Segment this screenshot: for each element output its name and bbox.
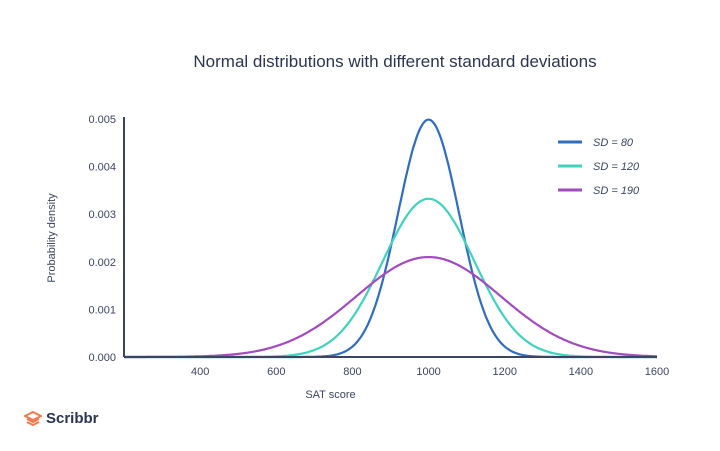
x-tick-label: 400 bbox=[191, 366, 209, 378]
y-tick-label: 0.001 bbox=[88, 304, 116, 316]
legend-label-80: SD = 80 bbox=[593, 137, 634, 149]
y-tick-label: 0.000 bbox=[88, 352, 116, 364]
y-axis-label: Probability density bbox=[46, 193, 58, 283]
x-tick-label: 1400 bbox=[569, 366, 593, 378]
x-tick-label: 1200 bbox=[492, 366, 516, 378]
y-tick-label: 0.003 bbox=[88, 209, 116, 221]
chart-title: Normal distributions with different stan… bbox=[193, 52, 597, 71]
series-line-80 bbox=[124, 118, 657, 359]
y-tick-label: 0.002 bbox=[88, 257, 116, 269]
x-axis-label: SAT score bbox=[305, 389, 355, 401]
x-tick-label: 1600 bbox=[645, 366, 669, 378]
y-tick-label: 0.005 bbox=[88, 114, 116, 126]
scribbr-logo-text: Scribbr bbox=[46, 410, 99, 427]
series-line-120 bbox=[124, 197, 657, 359]
scribbr-logo-icon bbox=[24, 410, 42, 426]
y-tick-label: 0.004 bbox=[88, 162, 116, 174]
series-line-190 bbox=[124, 256, 657, 359]
x-tick-label: 800 bbox=[343, 366, 361, 378]
x-tick-label: 1000 bbox=[416, 366, 440, 378]
x-tick-label: 600 bbox=[267, 366, 285, 378]
legend-label-120: SD = 120 bbox=[593, 161, 640, 173]
legend-label-190: SD = 190 bbox=[593, 185, 640, 197]
scribbr-logo: Scribbr bbox=[24, 410, 99, 427]
